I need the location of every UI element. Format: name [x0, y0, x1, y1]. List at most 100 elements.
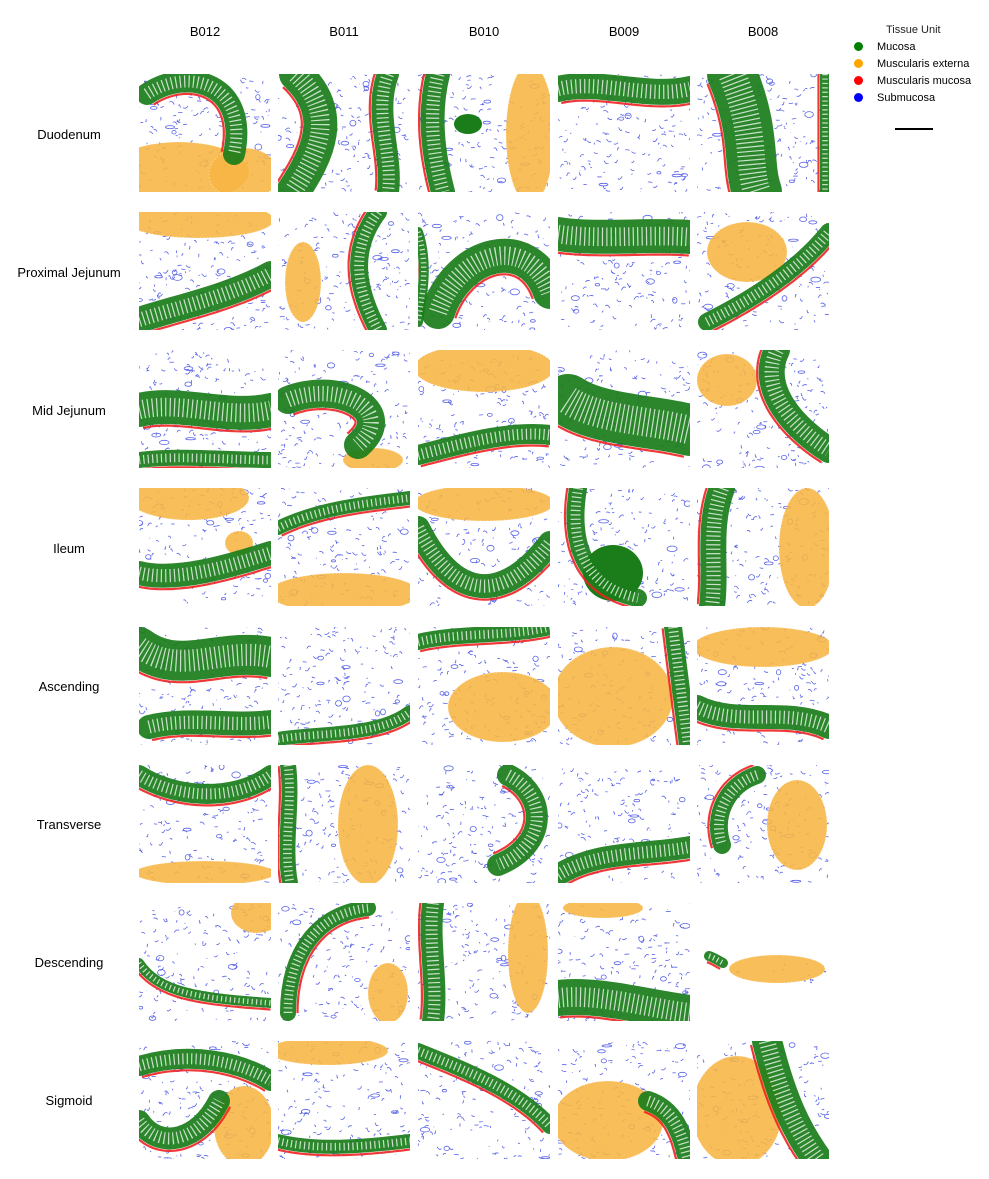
muscularis-mucosa-line [287, 721, 410, 745]
tile-sigmoid-b011 [278, 1041, 410, 1159]
tissue-section [278, 1041, 410, 1159]
muscularis-mucosa-line [278, 765, 282, 883]
legend-label: Submucosa [877, 92, 936, 104]
mucosa-band [280, 903, 376, 1021]
mucosa-band [139, 74, 248, 165]
tissue-section [558, 488, 690, 606]
mucosa-villi-texture [570, 488, 640, 603]
legend-item-submucosa: Submucosa [854, 91, 935, 105]
row-label-mid-jejunum: Mid Jejunum [32, 403, 106, 418]
muscularis-externa-texture [139, 860, 271, 883]
submucosa-texture [278, 627, 410, 745]
muscularis-externa-region [418, 350, 550, 392]
tissue-section [139, 212, 271, 330]
muscularis-mucosa-line [697, 720, 824, 741]
mucosa-villi-texture [418, 428, 550, 461]
muscularis-mucosa-line [563, 488, 631, 606]
muscularis-externa-texture [367, 962, 409, 1021]
muscularis-externa-region [558, 647, 673, 745]
mucosa-villi-texture [418, 525, 550, 593]
muscularis-mucosa-line [566, 858, 690, 883]
row-label-sigmoid: Sigmoid [45, 1093, 93, 1108]
muscularis-externa-texture [418, 488, 550, 522]
tile-ileum-b008 [697, 488, 829, 606]
mucosa-villi-texture [139, 546, 271, 583]
mucosa-villi-texture [376, 74, 395, 192]
tissue-section [139, 765, 271, 883]
tile-duodenum-b012 [139, 74, 271, 192]
muscularis-externa-texture [728, 954, 826, 984]
mucosa-villi-texture [283, 765, 295, 883]
muscularis-externa-region [139, 488, 249, 520]
muscularis-mucosa-line [418, 1060, 544, 1134]
mucosa-band [139, 1090, 230, 1150]
tile-mid-jejunum-b009 [558, 350, 690, 468]
muscularis-mucosa-line [418, 903, 423, 1020]
tile-descending-b009 [558, 903, 690, 1021]
mucosa-villi-texture [704, 488, 729, 606]
mucosa-villi-texture [278, 1137, 410, 1151]
tissue-section [558, 903, 690, 1021]
column-label-b010: B010 [468, 24, 500, 39]
muscularis-externa-texture [224, 530, 254, 556]
mucosa-villi-texture [285, 385, 379, 451]
mucosa-villi-texture [418, 627, 550, 647]
muscularis-externa-region [418, 488, 550, 521]
tissue-section [278, 627, 410, 745]
mucosa-villi-texture [139, 267, 271, 327]
tile-mid-jejunum-b012 [139, 350, 271, 468]
legend-item-muscularis-mucosa: Muscularis mucosa [854, 74, 971, 88]
tissue-section [697, 1041, 829, 1159]
tile-duodenum-b009 [558, 74, 690, 192]
legend-marker [854, 59, 863, 68]
muscularis-externa-texture [507, 903, 549, 1014]
mucosa-villi-texture [278, 708, 410, 743]
muscularis-mucosa-line [278, 1148, 410, 1157]
mucosa-band [139, 958, 271, 1008]
mucosa-villi-texture [558, 987, 690, 1021]
muscularis-mucosa-line [492, 785, 526, 855]
tile-ascending-b010 [418, 627, 550, 745]
mucosa-band [558, 374, 690, 456]
muscularis-externa-texture [562, 903, 644, 919]
tile-transverse-b009 [558, 765, 690, 883]
mucosa-villi-texture [418, 1046, 550, 1129]
muscularis-mucosa-line [151, 289, 271, 330]
column-label-b009: B009 [608, 24, 640, 39]
tile-proximal-jejunum-b011 [278, 212, 410, 330]
tissue-section [418, 903, 550, 1021]
muscularis-mucosa-line [141, 1069, 266, 1092]
muscularis-mucosa-line [712, 246, 829, 330]
tile-mid-jejunum-b010 [418, 350, 550, 468]
muscularis-externa-texture [139, 488, 250, 521]
tile-proximal-jejunum-b008 [697, 212, 829, 330]
muscularis-mucosa-line [706, 83, 731, 192]
tissue-section [558, 74, 690, 192]
mucosa-villi-texture [147, 715, 271, 734]
muscularis-mucosa-line [756, 350, 822, 464]
tissue-section [278, 903, 410, 1021]
mucosa-band [420, 74, 455, 192]
mucosa-band [752, 1041, 829, 1159]
tissue-section [418, 350, 550, 468]
column-label-b008: B008 [747, 24, 779, 39]
tissue-section [139, 488, 271, 604]
muscularis-mucosa-line [143, 466, 249, 468]
mucosa-villi-texture [285, 74, 330, 192]
legend-item-muscularis-externa: Muscularis externa [854, 57, 969, 71]
muscularis-mucosa-line [139, 565, 271, 591]
muscularis-mucosa-line [749, 1044, 799, 1159]
muscularis-externa-texture [337, 765, 399, 883]
submucosa-texture [418, 765, 550, 883]
muscularis-mucosa-line [560, 1015, 627, 1021]
tissue-section [704, 951, 826, 984]
muscularis-mucosa-line [139, 787, 271, 807]
tile-duodenum-b011 [278, 74, 410, 192]
muscularis-externa-region [697, 354, 757, 406]
muscularis-externa-region [139, 212, 271, 238]
tile-ileum-b009 [558, 488, 690, 606]
legend-marker [854, 93, 863, 102]
legend-label: Muscularis externa [877, 58, 970, 70]
tile-ascending-b009 [558, 627, 690, 745]
